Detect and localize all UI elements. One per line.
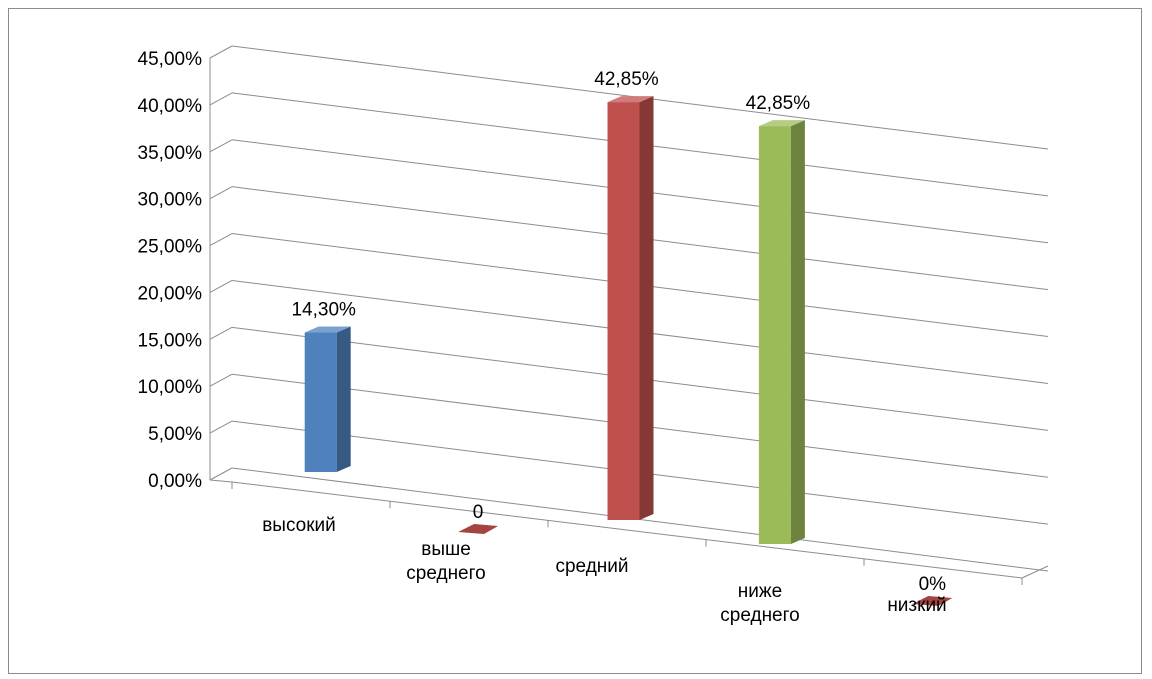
y-tick-label: 40,00% xyxy=(138,96,203,117)
x-category-label-line: высокий xyxy=(262,515,336,536)
bar-side xyxy=(337,327,351,472)
x-category-label-line: среднего xyxy=(406,563,485,584)
y-tick-label: 30,00% xyxy=(138,190,203,211)
x-category-label: выше среднего xyxy=(406,539,485,584)
side-gridline xyxy=(210,234,232,246)
floor-left-edge xyxy=(210,480,232,482)
x-category-label: средний xyxy=(555,556,628,577)
x-category-label-line: низкий xyxy=(887,595,946,616)
x-category-label: ниже среднего xyxy=(720,581,799,626)
side-gridline xyxy=(210,46,232,58)
bar xyxy=(608,102,640,520)
y-tick-label: 45,00% xyxy=(138,49,203,70)
data-label: 14,30% xyxy=(291,300,356,321)
bar-zero xyxy=(458,524,498,534)
x-category-label-line: ниже xyxy=(738,581,782,602)
x-category-label: низкий xyxy=(887,595,946,616)
bar-side xyxy=(640,96,654,520)
bar xyxy=(759,126,791,544)
side-gridline xyxy=(210,421,232,433)
x-category-label-line: средний xyxy=(555,556,628,577)
y-tick-label: 20,00% xyxy=(138,283,203,304)
y-tick-label: 15,00% xyxy=(138,330,203,351)
data-label: 0% xyxy=(919,574,947,595)
y-tick-label: 5,00% xyxy=(148,424,202,445)
data-label: 0 xyxy=(473,502,484,523)
side-gridline xyxy=(210,374,232,386)
data-label: 42,85% xyxy=(594,69,659,90)
x-category-label: высокий xyxy=(262,515,336,536)
bar-side xyxy=(791,120,805,544)
x-category-label-line: среднего xyxy=(720,605,799,626)
side-gridline xyxy=(210,468,232,480)
data-label: 42,85% xyxy=(746,93,811,114)
y-tick-label: 0,00% xyxy=(148,471,202,492)
side-gridline xyxy=(210,93,232,105)
y-tick-label: 35,00% xyxy=(138,143,203,164)
y-tick-label: 10,00% xyxy=(138,377,203,398)
side-gridline xyxy=(210,280,232,292)
side-gridline xyxy=(210,327,232,339)
bar xyxy=(305,333,337,472)
side-gridline xyxy=(210,187,232,199)
y-tick-label: 25,00% xyxy=(138,237,203,258)
side-gridline xyxy=(210,140,232,152)
x-category-label-line: выше xyxy=(421,539,471,560)
